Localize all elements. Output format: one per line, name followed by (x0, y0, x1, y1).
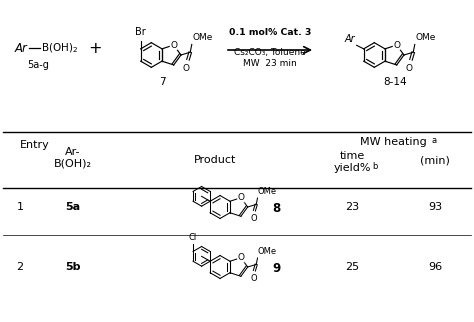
Text: 93: 93 (428, 202, 442, 212)
Text: OMe: OMe (257, 187, 277, 196)
Text: yield%: yield% (333, 163, 371, 173)
Text: +: + (88, 41, 102, 55)
Text: O: O (405, 64, 412, 73)
Text: Ar-: Ar- (65, 147, 81, 157)
Text: 5a-g: 5a-g (27, 60, 49, 70)
Text: Product: Product (194, 155, 236, 165)
Text: 0.1 mol% Cat. 3: 0.1 mol% Cat. 3 (229, 27, 311, 36)
Text: O: O (237, 253, 245, 262)
Text: B(OH)₂: B(OH)₂ (54, 158, 92, 168)
Text: Cl: Cl (189, 232, 197, 242)
Text: OMe: OMe (257, 247, 277, 256)
Text: O: O (393, 41, 400, 50)
Text: OMe: OMe (193, 33, 213, 43)
Text: b: b (372, 162, 377, 171)
Text: 23: 23 (345, 202, 359, 212)
Text: O: O (237, 193, 245, 202)
Text: MW  23 min: MW 23 min (243, 59, 297, 68)
Text: 96: 96 (428, 262, 442, 272)
Text: 9: 9 (272, 262, 281, 275)
Text: MW heating: MW heating (360, 137, 427, 147)
Text: O: O (250, 214, 256, 223)
Text: time: time (339, 151, 365, 161)
Text: 1: 1 (17, 202, 24, 212)
Text: 5b: 5b (65, 262, 81, 272)
Text: 8: 8 (272, 202, 281, 215)
Text: Ar: Ar (344, 33, 355, 43)
Text: O: O (250, 274, 256, 283)
Text: B(OH)$_2$: B(OH)$_2$ (41, 41, 78, 55)
Text: OMe: OMe (416, 33, 436, 43)
Text: 2: 2 (17, 262, 24, 272)
Text: Cs₂CO₃, Toluene: Cs₂CO₃, Toluene (234, 48, 306, 56)
Text: 7: 7 (159, 77, 165, 87)
Text: Entry: Entry (20, 140, 50, 150)
Text: (min): (min) (420, 155, 450, 165)
Text: Br: Br (135, 27, 146, 37)
Text: Ar: Ar (15, 42, 28, 54)
Text: 5a: 5a (65, 202, 81, 212)
Text: O: O (170, 41, 177, 50)
Text: O: O (182, 64, 190, 73)
Text: 8-14: 8-14 (383, 77, 407, 87)
Text: a: a (431, 136, 437, 145)
Text: 25: 25 (345, 262, 359, 272)
